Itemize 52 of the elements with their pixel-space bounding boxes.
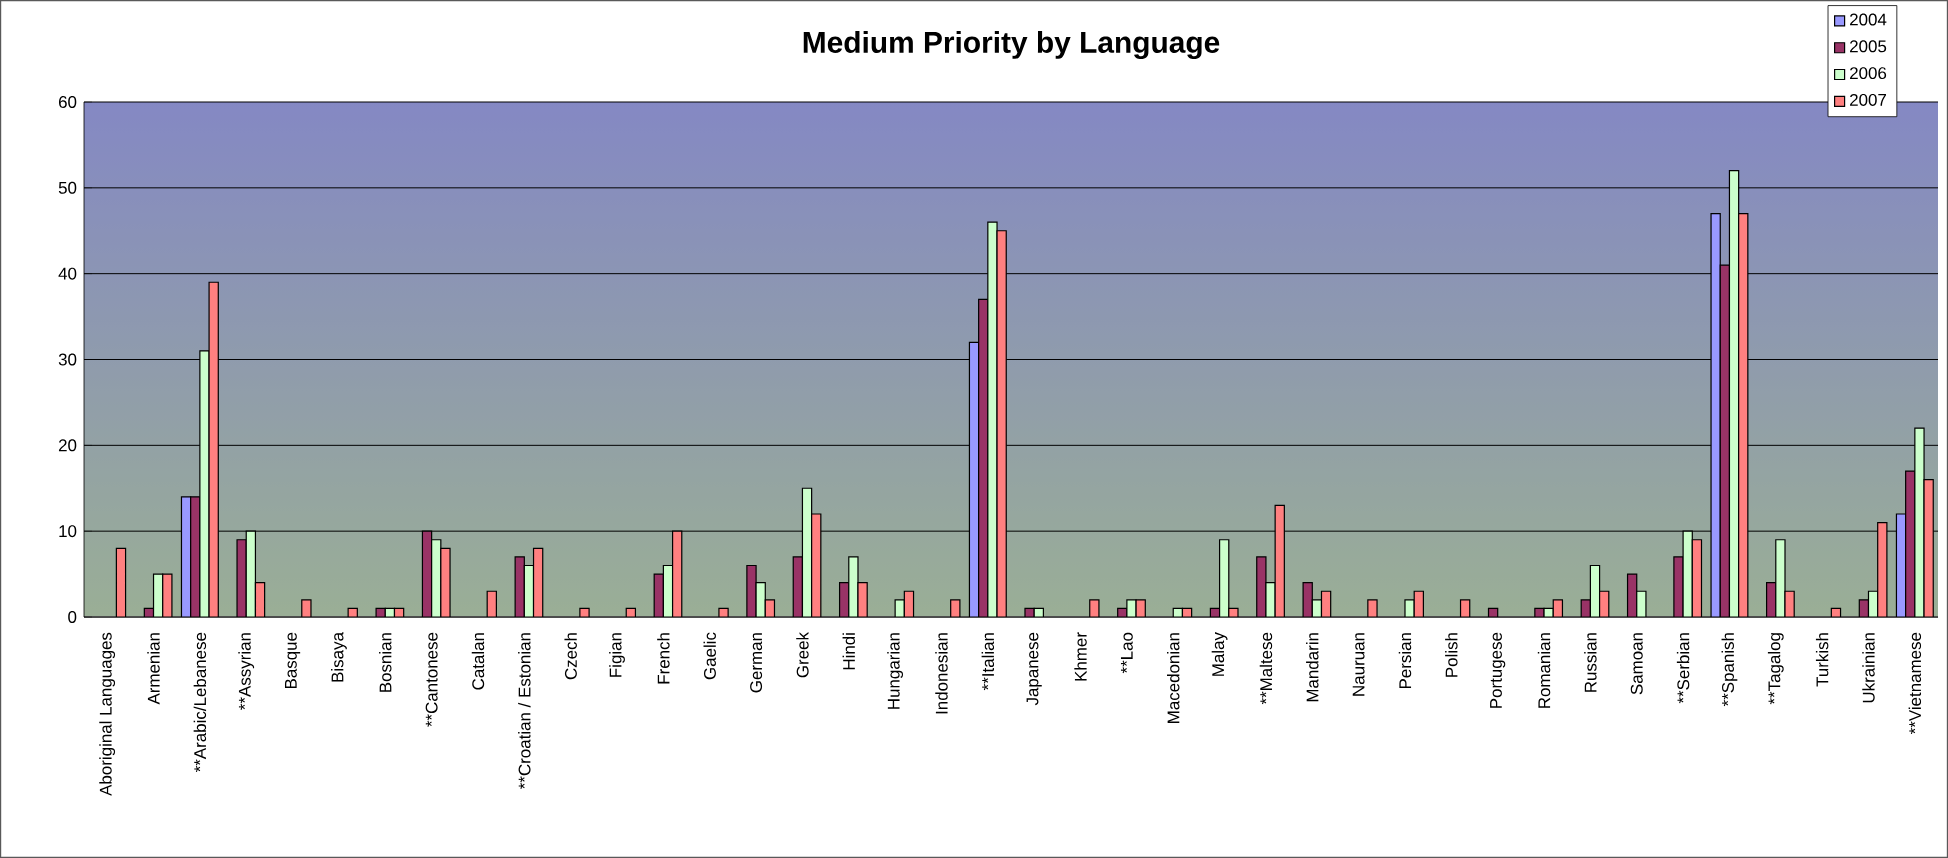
x-tick-label: Malay [1211, 632, 1228, 676]
x-tick-label: **Italian [981, 633, 995, 691]
x-tick-label: Persian [1398, 633, 1412, 689]
x-tick-label: Mandarin [1306, 633, 1319, 702]
x-tick-label: **Vietnamese [1908, 632, 1922, 735]
x-tick-label: Nauruan [1352, 633, 1365, 696]
x-tick-label: Bosnian [379, 633, 392, 692]
x-tick-label: Macedonian [1167, 633, 1180, 723]
chart-title: Medium Priority by Language [803, 31, 1220, 60]
x-tick-label: Catalan [471, 633, 485, 690]
x-tick-label: French [657, 633, 670, 684]
x-tick-label: Hungarian [887, 633, 904, 709]
x-tick-label: Basque [284, 632, 301, 689]
y-tick-label: 40 [58, 267, 77, 280]
y-tick-label: 20 [58, 439, 77, 452]
x-tick-label: Armenian [147, 633, 160, 705]
x-tick-label: Ukrainian [1862, 633, 1875, 703]
legend-label: 2006 [1850, 67, 1887, 80]
x-tick-label: Greek [796, 632, 809, 678]
x-tick-label: Bisaya [331, 632, 347, 682]
x-tick-label: German [750, 633, 763, 693]
x-tick-label: **Serbian [1676, 633, 1690, 704]
x-tick-label: Czech [564, 633, 577, 680]
legend-label: 2007 [1850, 93, 1886, 106]
x-tick-label: **Maltese [1259, 632, 1273, 705]
x-tick-label: **Croatian / Estonian [518, 633, 531, 789]
x-tick-label: Aboriginal Languages [99, 632, 116, 796]
x-tick-label: Russian [1584, 633, 1597, 692]
x-tick-label: **Spanish [1721, 633, 1738, 707]
x-tick-label: Portugese [1490, 632, 1506, 708]
x-tick-label: **Lao [1120, 632, 1133, 674]
x-tick-label: Turkish [1815, 633, 1829, 687]
x-tick-label: Indonesian [935, 633, 948, 714]
x-tick-label: Gaelic [703, 632, 716, 680]
x-tick-label: Polish [1445, 633, 1458, 677]
y-tick-label: 60 [59, 96, 77, 108]
x-tick-label: Hindi [842, 633, 855, 670]
x-tick-label: **Arabic/Lebanese [193, 632, 207, 773]
x-tick-label: **Cantonese [425, 632, 438, 727]
legend-label: 2005 [1850, 40, 1887, 53]
y-tick-label: 30 [58, 353, 77, 366]
x-tick-label: Samoan [1630, 633, 1643, 695]
x-tick-label: Japanese [1026, 632, 1042, 706]
y-tick-label: 50 [58, 181, 77, 194]
y-tick-label: 0 [68, 611, 77, 623]
x-tick-label: Figian [609, 633, 625, 677]
x-tick-label: Romanian [1537, 633, 1551, 708]
x-tick-label: **Assyrian [238, 633, 255, 710]
x-tick-label: Khmer [1074, 632, 1087, 681]
x-tick-label: **Tagalog [1767, 633, 1784, 705]
y-tick-label: 10 [59, 525, 77, 538]
legend-label: 2004 [1850, 13, 1887, 26]
